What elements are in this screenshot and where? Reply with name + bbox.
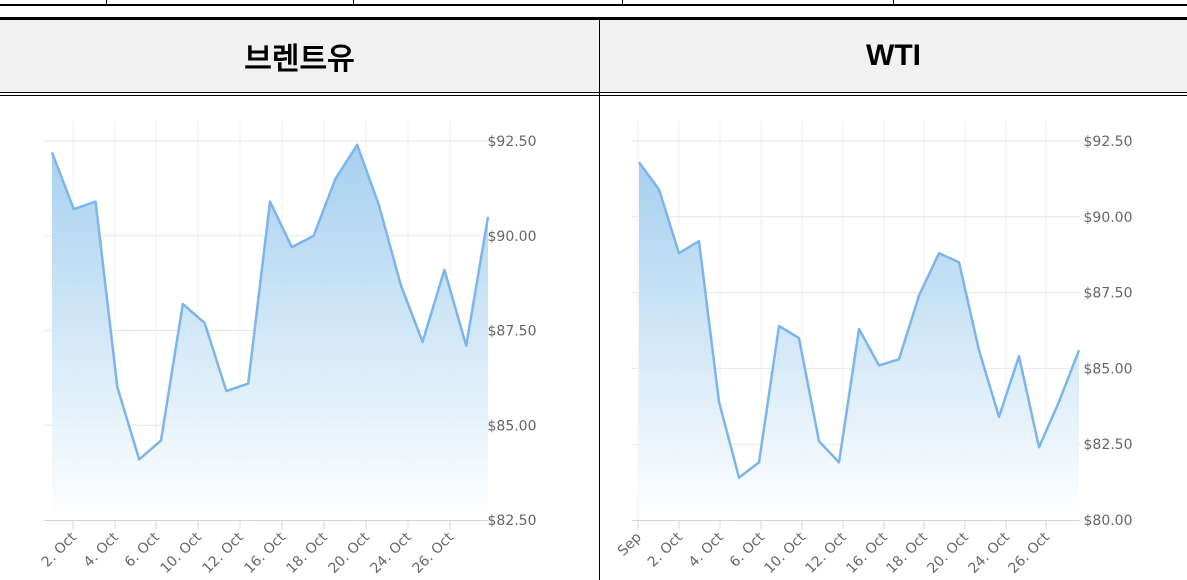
table-cell-border [622, 0, 623, 4]
x-tick-label: 12. Oct [200, 529, 248, 577]
x-tick-label: 26. Oct [1006, 529, 1054, 577]
x-tick-label: 10. Oct [762, 529, 810, 577]
table-cell-border [893, 0, 894, 4]
x-tick-label: 12. Oct [803, 529, 851, 577]
header-border [600, 92, 1187, 93]
y-tick-label: $92.50 [488, 134, 537, 150]
y-tick-label: $87.50 [1084, 286, 1133, 302]
brent-header: 브렌트유 [0, 17, 599, 92]
x-tick-label: 2. Oct [39, 529, 80, 570]
x-tick-label: 2. Oct [645, 529, 686, 570]
header-border [0, 92, 599, 93]
series-line [50, 143, 490, 461]
y-tick-label: $90.00 [1084, 210, 1133, 226]
x-tick-label: 4. Oct [686, 529, 727, 570]
y-tick-label: $85.00 [1084, 361, 1133, 377]
y-tick-label: $85.00 [488, 418, 537, 434]
y-tick-label: $87.50 [488, 324, 537, 340]
table-cell-border [353, 0, 354, 4]
x-tick-label: 20. Oct [925, 529, 973, 577]
x-tick-label: 18. Oct [884, 529, 932, 577]
top-table-border [0, 4, 1187, 6]
header-border [0, 95, 599, 96]
x-tick-label: 10. Oct [158, 529, 206, 577]
brent-panel: 브렌트유 $92.50 $90.00 $87.50 $85.00 $82.50 2. Oc… [0, 17, 599, 580]
top-strip [0, 0, 1187, 8]
x-tick-label: 18. Oct [284, 529, 332, 577]
x-tick-label: 20. Oct [326, 529, 374, 577]
x-tick-label: 24. Oct [368, 529, 416, 577]
table-cell-border [106, 0, 107, 4]
series-area [52, 144, 488, 521]
x-tick-label: 26. Oct [410, 529, 458, 577]
series-line [637, 161, 1081, 479]
x-tick-label: 6. Oct [122, 529, 163, 570]
y-tick-label: $82.50 [488, 513, 537, 529]
x-tick-label: 16. Oct [242, 529, 290, 577]
wti-panel: WTI $92.50 $90.00 $87.50 $85.00 $82.50 $80.00… [600, 17, 1187, 580]
y-tick-label: $82.50 [1084, 437, 1133, 453]
x-tick-label: 4. Oct [81, 529, 122, 570]
y-tick-label: $80.00 [1084, 513, 1133, 529]
header-border [600, 95, 1187, 96]
brent-chart: $92.50 $90.00 $87.50 $85.00 $82.50 2. Oct 4. O… [39, 121, 537, 577]
series-area [639, 162, 1079, 520]
wti-header: WTI [600, 17, 1187, 92]
brent-title: 브렌트유 [244, 43, 355, 76]
y-tick-label: $90.00 [488, 229, 537, 245]
wti-title: WTI [866, 39, 921, 72]
panel-divider [599, 17, 600, 580]
x-tick-label: Sep [615, 529, 645, 559]
x-tick-label: 16. Oct [844, 529, 892, 577]
x-tick-label: 24. Oct [966, 529, 1014, 577]
y-tick-label: $92.50 [1084, 134, 1133, 150]
